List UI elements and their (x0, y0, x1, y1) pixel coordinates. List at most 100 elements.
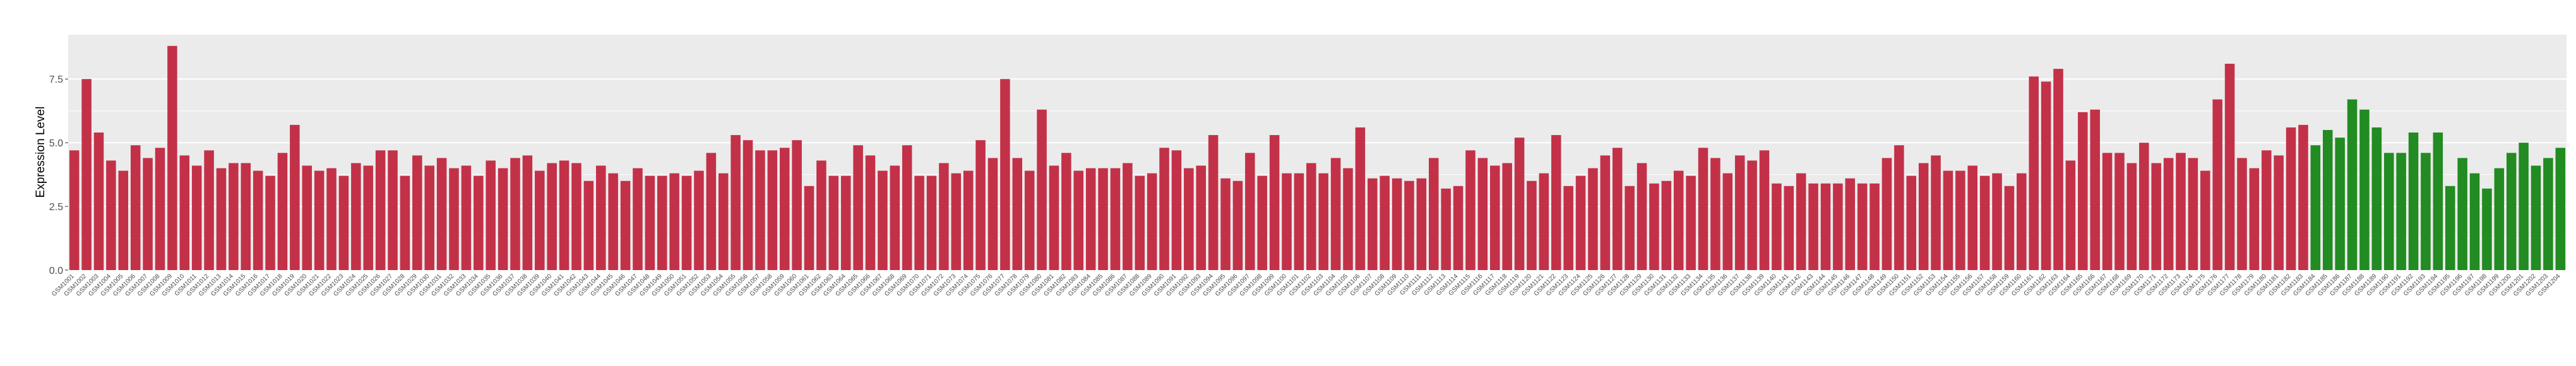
bar (1232, 180, 1243, 270)
bar (363, 165, 373, 270)
bar (1318, 173, 1328, 270)
bar (1147, 173, 1157, 270)
bar (375, 150, 386, 270)
bar (963, 170, 974, 270)
bar (1208, 135, 1219, 270)
bar (241, 163, 251, 270)
bar (326, 168, 337, 270)
bar (816, 160, 826, 270)
bar (730, 135, 741, 270)
y-tick-label: 7.5 (49, 74, 63, 85)
bar (2004, 186, 2015, 270)
bar (1049, 165, 1059, 270)
bar (1220, 178, 1231, 270)
bar (902, 145, 912, 270)
y-tick-label: 2.5 (49, 202, 63, 213)
bar (1943, 170, 1953, 270)
bar (498, 168, 508, 270)
bar (742, 140, 753, 270)
bar (2224, 64, 2235, 271)
bar (840, 175, 851, 270)
bar (2310, 145, 2321, 270)
bar (461, 165, 472, 270)
bar (1845, 178, 1856, 270)
bar (143, 158, 153, 270)
bar (1820, 183, 1831, 270)
bar (1673, 170, 1684, 270)
bar (1085, 168, 1096, 270)
bar (669, 173, 679, 270)
bar (449, 168, 459, 270)
bar (81, 79, 92, 270)
bar (2065, 160, 2076, 270)
bar (2029, 76, 2039, 270)
bar (2359, 109, 2370, 270)
bar (2469, 173, 2480, 270)
bar (106, 160, 116, 270)
bar (547, 163, 557, 270)
bar (975, 140, 986, 270)
bar (486, 160, 496, 270)
bar (1527, 180, 1537, 270)
bar (1392, 178, 1402, 270)
bar (2274, 155, 2284, 270)
bar (1918, 163, 1929, 270)
bar (1135, 175, 1145, 270)
y-axis-title: Expression Level (34, 107, 47, 198)
bar (1649, 183, 1659, 270)
bar (1416, 178, 1427, 270)
bar (167, 45, 177, 270)
bar (2212, 99, 2222, 270)
bar (1269, 135, 1280, 270)
bar (1747, 160, 1757, 270)
bar (767, 150, 778, 270)
bar (2457, 158, 2467, 270)
bar (388, 150, 398, 270)
bar (939, 163, 949, 270)
bar (338, 175, 349, 270)
bar (1931, 155, 1941, 270)
bar (583, 180, 594, 270)
bar (2151, 163, 2161, 270)
bar (1759, 150, 1770, 270)
bar (865, 155, 876, 270)
bar (2053, 69, 2063, 270)
bar (535, 170, 545, 270)
bar (2298, 124, 2308, 270)
bar (2408, 133, 2419, 270)
bar (2445, 186, 2455, 270)
bar (436, 158, 447, 270)
bar (1906, 175, 1917, 270)
bar (1000, 79, 1010, 270)
bar (204, 150, 214, 270)
bar (694, 170, 704, 270)
bar (2421, 153, 2431, 270)
bar (1808, 183, 1818, 270)
bar (2383, 153, 2394, 270)
bar (1061, 153, 1071, 270)
bar (1857, 183, 1868, 270)
bar (987, 158, 998, 270)
bar (302, 165, 313, 270)
bar (2102, 153, 2113, 270)
bar (951, 173, 962, 270)
bar (2017, 173, 2027, 270)
y-tick-label: 0.0 (49, 266, 63, 276)
bar (779, 148, 790, 270)
bar (2090, 109, 2100, 270)
bar (596, 165, 606, 270)
bar (1551, 135, 1561, 270)
bar (2286, 127, 2296, 270)
bar (1294, 173, 1304, 270)
bar (633, 168, 643, 270)
bar (559, 160, 569, 270)
bar (1110, 168, 1121, 270)
bar (1710, 158, 1720, 270)
bar (2531, 165, 2541, 270)
bar (1073, 170, 1084, 270)
bar (1563, 186, 1573, 270)
bar (253, 170, 263, 270)
bar (608, 173, 618, 270)
bar (1330, 158, 1341, 270)
